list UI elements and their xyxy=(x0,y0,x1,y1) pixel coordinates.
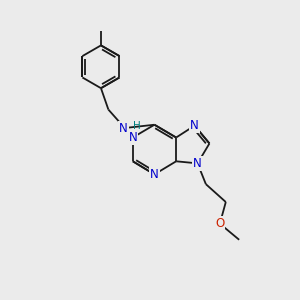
Text: N: N xyxy=(193,157,202,170)
Text: N: N xyxy=(119,122,128,134)
Text: O: O xyxy=(215,217,224,230)
Text: N: N xyxy=(190,119,199,132)
Text: N: N xyxy=(150,168,159,181)
Text: N: N xyxy=(128,131,137,144)
Text: H: H xyxy=(133,121,141,130)
